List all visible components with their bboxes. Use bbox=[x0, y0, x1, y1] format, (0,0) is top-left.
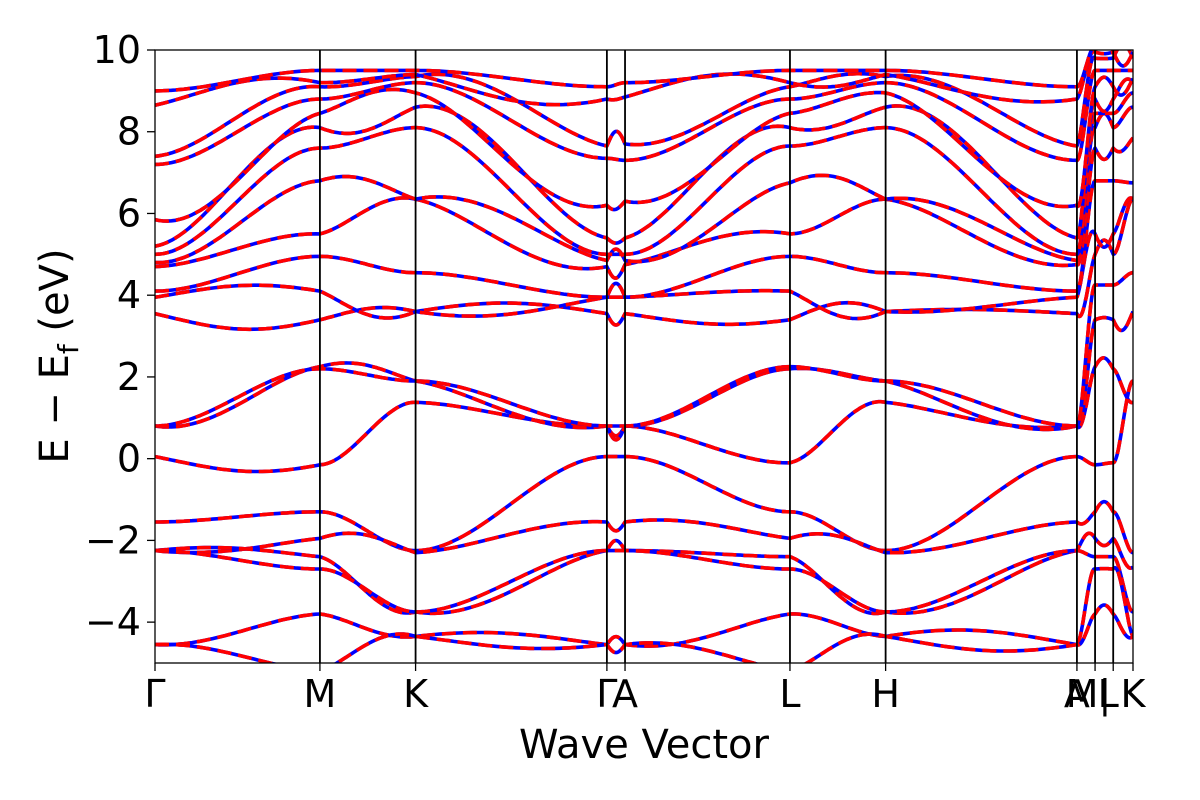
band-line-dashed bbox=[155, 548, 1133, 614]
band-line-dashed bbox=[155, 356, 1133, 474]
x-tick-label: Γ bbox=[144, 672, 165, 716]
y-tick-label: −2 bbox=[85, 518, 141, 562]
band-line-dashed bbox=[155, 105, 1133, 265]
y-tick-label: 2 bbox=[117, 355, 141, 399]
band-line-dashed bbox=[155, 603, 1133, 663]
y-tick-label: 10 bbox=[93, 28, 141, 72]
y-tick-label: 4 bbox=[117, 273, 141, 317]
band-line-dashed bbox=[155, 50, 1133, 107]
x-tick-label: K bbox=[403, 672, 429, 716]
y-axis-ticks: −4 −2 0 2 4 6 8 10 bbox=[85, 28, 155, 644]
x-tick-label: K bbox=[1121, 672, 1147, 716]
x-tick-label: M bbox=[304, 672, 337, 716]
band-line-dashed bbox=[155, 531, 1133, 616]
y-axis-label-subscript: f bbox=[52, 343, 85, 354]
x-tick-label: Γ bbox=[596, 672, 617, 716]
y-tick-label: −4 bbox=[85, 600, 141, 644]
band-line-solid bbox=[155, 75, 1133, 223]
band-line-dashed bbox=[155, 50, 1094, 93]
x-tick-label: M| bbox=[1066, 672, 1112, 717]
y-axis-label: E − Ef (eV) bbox=[32, 248, 85, 463]
band-line-dashed bbox=[155, 310, 1133, 442]
bands-layer bbox=[155, 50, 1133, 663]
y-tick-label: 6 bbox=[117, 191, 141, 235]
band-line-solid bbox=[155, 50, 1094, 93]
band-line-dashed bbox=[155, 499, 1133, 555]
band-line-dashed bbox=[155, 179, 1133, 299]
band-line-dashed bbox=[155, 77, 1133, 248]
band-line-solid bbox=[155, 548, 1133, 614]
x-tick-label: L bbox=[1098, 672, 1119, 716]
band-line-solid bbox=[155, 356, 1133, 474]
band-line-dashed bbox=[155, 75, 1133, 223]
band-line-solid bbox=[155, 499, 1133, 555]
band-line-dashed bbox=[155, 197, 1133, 332]
y-axis-label-unit: (eV) bbox=[32, 248, 78, 344]
x-axis-ticks: Γ M K ΓA L H AM|L K bbox=[144, 663, 1147, 717]
x-tick-label: H bbox=[871, 672, 900, 716]
y-axis-label-main: E − E bbox=[32, 354, 78, 464]
x-tick-label: A bbox=[1064, 672, 1090, 716]
high-symmetry-lines bbox=[319, 50, 1115, 663]
y-tick-label: 0 bbox=[117, 437, 141, 481]
x-tick-label: L bbox=[779, 672, 800, 716]
band-line-solid bbox=[155, 531, 1133, 616]
x-axis-label: Wave Vector bbox=[519, 722, 770, 768]
plot-frame bbox=[154, 49, 1134, 664]
band-line-dashed bbox=[155, 270, 1133, 428]
x-tick-label: A bbox=[612, 672, 638, 716]
y-tick-label: 8 bbox=[117, 110, 141, 154]
